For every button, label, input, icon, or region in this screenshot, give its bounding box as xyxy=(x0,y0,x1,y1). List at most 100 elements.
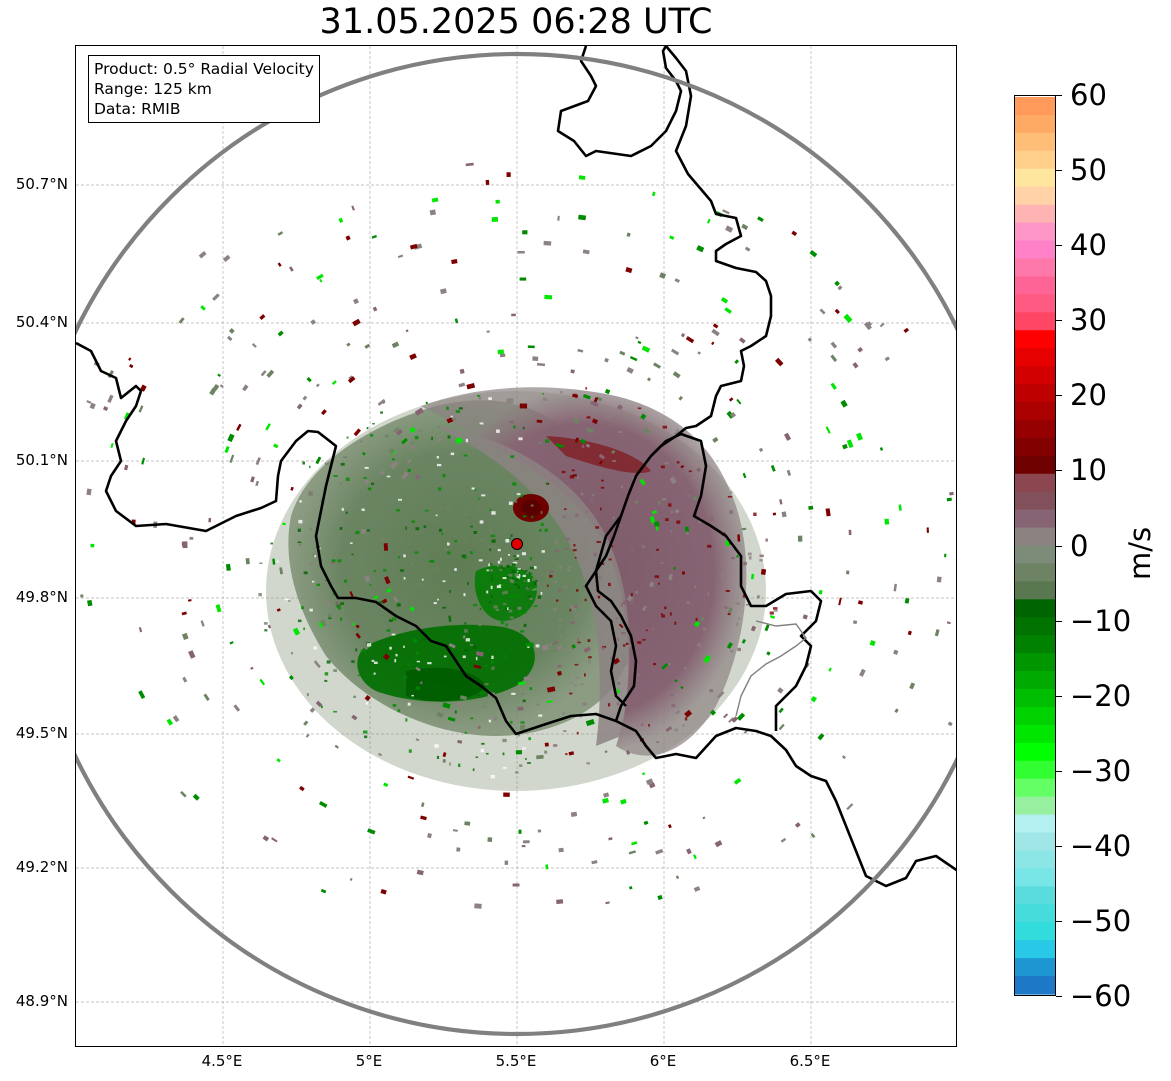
echo-bin xyxy=(741,527,747,531)
echo-bin xyxy=(359,490,363,495)
echo-bin xyxy=(519,764,523,767)
colorbar-segment xyxy=(1015,796,1055,816)
echo-bin xyxy=(616,688,621,694)
echo-bin xyxy=(743,562,747,566)
echo-bin xyxy=(558,589,562,593)
echo-bin xyxy=(523,840,530,844)
echo-bin xyxy=(251,343,257,348)
echo-bin xyxy=(291,652,293,655)
echo-bin xyxy=(668,503,672,507)
echo-bin xyxy=(680,479,685,482)
echo-bin xyxy=(484,664,489,667)
echo-bin xyxy=(507,564,510,568)
echo-bin xyxy=(279,567,284,575)
echo-bin xyxy=(587,639,591,642)
echo-bin xyxy=(696,245,705,253)
echo-bin xyxy=(368,604,371,608)
echo-bin xyxy=(284,598,289,601)
radar-map[interactable] xyxy=(75,45,957,1047)
echo-bin xyxy=(478,507,483,510)
echo-bin xyxy=(604,357,609,363)
echo-bin xyxy=(324,679,328,682)
echo-bin xyxy=(595,526,600,529)
echo-bin xyxy=(203,693,210,702)
echo-bin xyxy=(463,454,468,457)
echo-bin xyxy=(561,470,566,474)
echo-bin xyxy=(484,683,489,686)
echo-bin xyxy=(537,595,542,599)
echo-bin xyxy=(338,607,342,610)
echo-bin xyxy=(517,734,521,737)
echo-bin xyxy=(665,726,673,732)
echo-bin xyxy=(564,586,567,589)
colorbar-segment xyxy=(1015,509,1055,529)
echo-bin xyxy=(509,420,514,424)
echo-bin xyxy=(596,541,601,543)
echo-bin xyxy=(208,517,212,523)
echo-bin xyxy=(608,703,611,707)
echo-bin xyxy=(306,376,312,383)
echo-bin xyxy=(250,476,255,483)
echo-bin xyxy=(591,418,599,425)
echo-bin xyxy=(475,756,479,758)
echo-bin xyxy=(676,520,681,524)
echo-bin xyxy=(276,560,279,563)
echo-bin xyxy=(904,597,910,604)
echo-bin xyxy=(477,423,482,426)
echo-bin xyxy=(464,622,467,625)
colorbar-segment xyxy=(1015,581,1055,600)
echo-bin xyxy=(725,540,730,546)
echo-bin xyxy=(512,883,520,887)
echo-bin xyxy=(759,559,763,562)
echo-bin xyxy=(626,232,631,237)
echo-bin xyxy=(537,599,542,602)
echo-bin xyxy=(534,582,537,586)
echo-bin xyxy=(486,569,489,572)
echo-bin xyxy=(567,569,571,572)
echo-bin xyxy=(416,660,420,663)
echo-bin xyxy=(360,649,365,653)
echo-bin xyxy=(454,568,457,571)
echo-bin xyxy=(409,606,415,612)
echo-bin xyxy=(741,223,749,231)
echo-bin xyxy=(182,676,188,683)
echo-bin xyxy=(515,576,520,578)
echo-bin xyxy=(340,462,345,466)
echo-bin xyxy=(568,566,572,568)
echo-bin xyxy=(710,517,714,521)
colorbar-tick xyxy=(1056,470,1062,472)
echo-bin xyxy=(694,620,701,628)
echo-bin xyxy=(353,695,357,698)
echo-bin xyxy=(575,613,579,617)
echo-bin xyxy=(593,552,597,557)
echo-bin xyxy=(529,597,533,600)
echo-bin xyxy=(442,606,447,609)
echo-bin xyxy=(769,611,774,615)
echo-bin xyxy=(354,500,358,503)
echo-bin xyxy=(545,864,549,870)
echo-bin xyxy=(485,179,490,185)
echo-bin xyxy=(590,400,599,407)
echo-bin xyxy=(313,646,317,650)
radar-site-marker[interactable] xyxy=(511,538,523,550)
echo-bin xyxy=(830,341,838,349)
echo-bin xyxy=(506,172,511,177)
echo-bin xyxy=(371,659,375,662)
colorbar-tick xyxy=(1056,845,1062,847)
echo-bin xyxy=(729,649,734,653)
echo-bin xyxy=(423,525,427,528)
echo-bin xyxy=(620,603,623,607)
echo-bin xyxy=(316,583,321,586)
echo-bin xyxy=(508,501,513,505)
echo-bin xyxy=(631,841,638,846)
echo-bin xyxy=(818,589,823,595)
echo-bin xyxy=(520,630,525,633)
echo-bin xyxy=(392,704,397,707)
echo-bin xyxy=(907,630,912,636)
echo-bin xyxy=(403,577,406,580)
echo-bin xyxy=(606,415,611,418)
colorbar-tick-label: −30 xyxy=(1070,753,1132,788)
echo-bin xyxy=(527,578,530,583)
echo-bin xyxy=(674,509,680,514)
echo-bin xyxy=(678,395,683,401)
